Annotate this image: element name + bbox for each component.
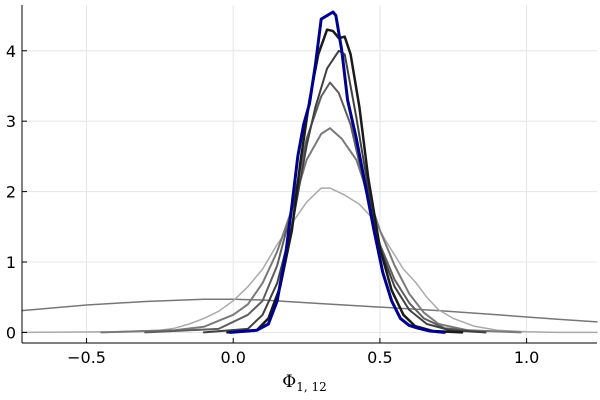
density-series <box>21 10 598 334</box>
y-tick-label-0: 0 <box>6 323 16 342</box>
y-tick-label-1: 1 <box>6 253 16 272</box>
density-line-7 <box>228 10 446 334</box>
x-tick-labels: −0.5 0.0 0.5 1.0 <box>67 348 539 367</box>
x-axis-label-main: Φ <box>282 372 296 392</box>
x-tick-label-0: −0.5 <box>67 348 106 367</box>
y-tick-label-4: 4 <box>6 42 16 61</box>
y-tick-label-2: 2 <box>6 183 16 202</box>
x-tick-label-3: 1.0 <box>514 348 539 367</box>
x-axis-label-subscript: 1, 12 <box>296 380 327 394</box>
grid-lines <box>22 5 597 343</box>
x-axis-label: Φ1, 12 <box>282 372 326 394</box>
density-line-2 <box>21 187 598 334</box>
y-tick-label-3: 3 <box>6 112 16 131</box>
tick-marks <box>22 50 528 343</box>
y-tick-labels: 0 1 2 3 4 <box>6 42 16 343</box>
density-line-4 <box>144 81 487 334</box>
x-tick-label-2: 0.5 <box>367 348 392 367</box>
density-line-3 <box>100 127 522 334</box>
density-line-1 <box>21 298 598 323</box>
x-tick-label-1: 0.0 <box>220 348 245 367</box>
